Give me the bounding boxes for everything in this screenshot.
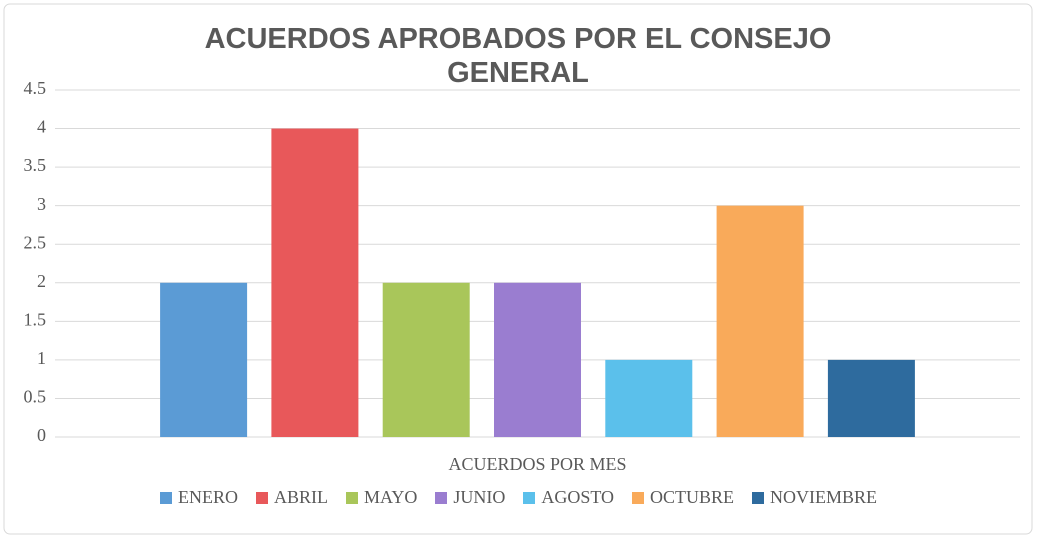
y-tick-label: 1.5 — [24, 309, 47, 329]
legend-label: ABRIL — [273, 487, 328, 507]
bar — [494, 282, 581, 437]
y-tick-label: 3 — [37, 194, 46, 214]
legend-swatch — [345, 491, 358, 504]
y-tick-label: 1 — [37, 348, 46, 368]
bar — [716, 205, 804, 437]
legend-label: NOVIEMBRE — [770, 487, 878, 507]
legend-swatch — [255, 491, 268, 504]
legend-entry: ENERO — [159, 487, 238, 508]
y-tick-label: 2 — [37, 271, 46, 291]
x-axis-label: ACUERDOS POR MES — [448, 454, 626, 474]
legend-label: JUNIO — [453, 487, 506, 507]
legend-swatch — [752, 491, 765, 504]
chart-border — [3, 3, 1033, 535]
legend-entry: ABRIL — [255, 487, 328, 508]
y-tick-label: 0 — [37, 425, 46, 445]
chart-title: ACUERDOS APROBADOS POR EL CONSEJO GENERA… — [204, 23, 832, 89]
legend-label: ENERO — [177, 487, 238, 507]
legend-entry: JUNIO — [435, 487, 505, 508]
legend-label: MAYO — [363, 487, 418, 507]
legend-entry: MAYO — [345, 487, 418, 508]
legend-swatch — [435, 491, 448, 504]
y-tick-label: 3.5 — [24, 155, 47, 175]
legend: ENERO ABRIL MAYO JUNIO AGOSTO OCTUBRE NOVIEMBR… — [0, 487, 1037, 508]
y-tick-label: 4.5 — [24, 78, 47, 98]
legend-swatch — [523, 491, 536, 504]
y-tick-label: 2.5 — [24, 232, 47, 252]
legend-label: OCTUBRE — [650, 487, 735, 507]
legend-entry: OCTUBRE — [632, 487, 734, 508]
bar — [382, 282, 470, 437]
legend-label: AGOSTO — [541, 487, 615, 507]
y-tick-label: 0.5 — [24, 387, 47, 407]
bar — [827, 359, 915, 437]
bar — [271, 128, 359, 438]
legend-entry: AGOSTO — [523, 487, 614, 508]
legend-swatch — [159, 491, 172, 504]
bar — [160, 282, 248, 437]
legend-entry: NOVIEMBRE — [752, 487, 877, 508]
y-tick-label: 4 — [37, 117, 46, 137]
legend-swatch — [632, 491, 645, 504]
bar — [605, 359, 693, 437]
